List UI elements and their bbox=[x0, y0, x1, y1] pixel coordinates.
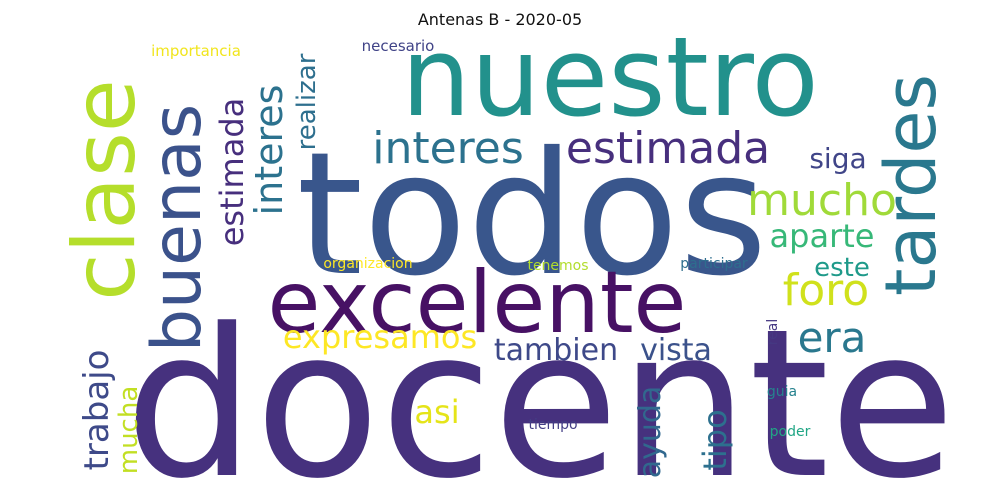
word-importancia: importancia bbox=[151, 42, 241, 60]
word-excelente: excelente bbox=[268, 253, 687, 353]
word-trabajo: trabajo bbox=[77, 350, 117, 471]
word-buenas: buenas bbox=[138, 104, 217, 352]
word-interes: interes bbox=[372, 123, 524, 174]
word-organizacion: organizacion bbox=[323, 256, 412, 272]
word-docente: docente bbox=[125, 286, 956, 500]
word-era: era bbox=[798, 313, 867, 362]
word-expresamos: expresamos bbox=[283, 318, 477, 356]
word-necesario: necesario bbox=[362, 37, 435, 55]
word-tiempo: tiempo bbox=[528, 417, 577, 433]
word-tipo: tipo bbox=[696, 409, 734, 470]
word-tenemos: tenemos bbox=[527, 258, 588, 274]
word-tambien: tambien bbox=[494, 333, 618, 368]
word-foro: foro bbox=[783, 265, 869, 316]
word-asi: asi bbox=[414, 393, 459, 431]
word-mucha: mucha bbox=[114, 386, 144, 475]
word-vista: vista bbox=[640, 333, 712, 368]
word-nuestro: nuestro bbox=[401, 13, 819, 141]
word-tardes: tardes bbox=[870, 74, 952, 296]
word-real: real bbox=[765, 319, 781, 346]
word-ayuda: ayuda bbox=[633, 386, 668, 479]
word-este: este bbox=[814, 253, 870, 283]
word-estimada: estimada bbox=[566, 123, 770, 174]
word-aparte: aparte bbox=[770, 217, 875, 255]
word-todos: todos bbox=[296, 116, 767, 314]
word-guia: guia bbox=[767, 384, 797, 400]
word-participar: participar bbox=[680, 256, 748, 272]
word-realizar: interes bbox=[247, 85, 291, 216]
word-presentar: estimada bbox=[213, 98, 251, 247]
word-clase: clase bbox=[55, 79, 155, 301]
chart-title: Antenas B - 2020-05 bbox=[417, 10, 583, 29]
word-punto: realizar bbox=[292, 53, 322, 150]
word-siga: siga bbox=[809, 142, 866, 175]
word-mucho: mucho bbox=[747, 175, 897, 226]
word-poder: poder bbox=[770, 424, 811, 440]
